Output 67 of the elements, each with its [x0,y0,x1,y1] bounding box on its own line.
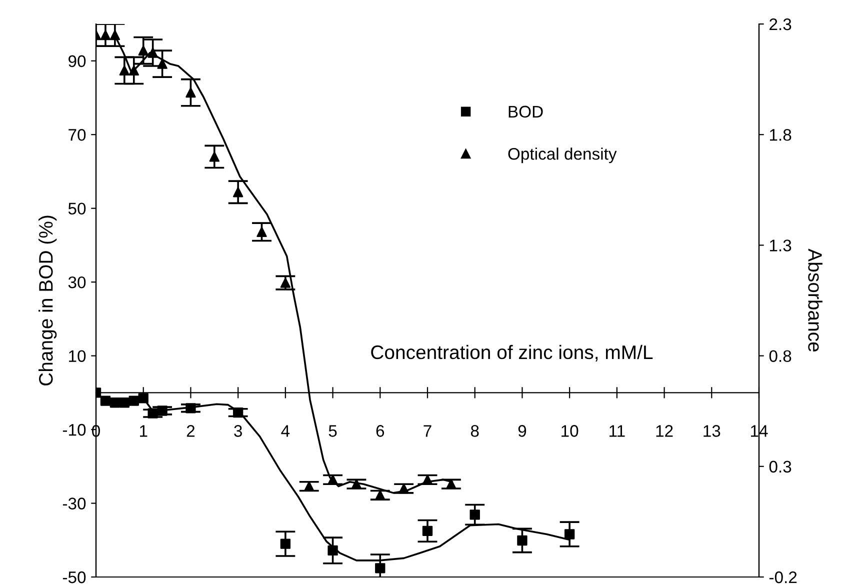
x-tick-label: 7 [424,425,432,437]
y-tick-label: -50 [62,571,86,584]
x-tick-label: 5 [328,425,337,437]
y2-tick-label: 0.3 [769,460,792,473]
point [186,403,196,414]
point [119,65,130,76]
point [398,483,409,494]
point [138,45,148,56]
x-axis-title: Concentration of zinc ions, mM/L [371,344,653,362]
y2-tick-label: 2.3 [770,18,792,30]
point [470,510,480,520]
y2-tick-label: -0.2 [769,571,797,584]
point [375,563,386,574]
x-tick-label: 10 [562,425,578,437]
point [128,396,139,406]
point [232,407,244,418]
point [328,545,338,556]
point [110,398,120,408]
y-tick-label: -10 [62,424,86,436]
point [110,30,120,40]
point [157,406,168,416]
y2-axis-title: Absorbance [808,248,822,352]
x-tick-label: 12 [656,425,673,437]
y2-tick-label: 0.8 [769,350,792,362]
y-axis-title: Change in BOD (%) [38,216,57,386]
x-tick-label: 9 [518,425,526,437]
point [517,535,528,546]
y-tick-label: 10 [69,350,86,362]
y-tick-label: -30 [62,498,86,510]
point [375,490,386,500]
x-tick-label: 3 [234,425,242,437]
x-tick-label: 6 [376,425,384,437]
x-tick-label: 13 [704,425,720,437]
point [128,65,139,76]
point [232,187,244,198]
point [446,479,456,490]
x-tick-label: 4 [281,425,290,437]
y2-tick-label: 1.8 [770,129,792,141]
x-tick-label: 1 [140,425,148,437]
point [422,474,433,485]
y-tick-label: 70 [68,129,86,141]
point [304,481,314,492]
point [256,226,267,238]
point [138,393,148,404]
point [351,479,362,490]
point [157,58,168,69]
point [148,48,158,58]
point [280,538,291,549]
point [564,529,575,540]
point [148,408,158,418]
y-tick-label: 30 [68,276,86,288]
legend-label: Optical density [508,148,617,164]
point [186,87,196,98]
x-tick-label: 11 [610,425,625,437]
y-tick-label: 90 [68,55,86,68]
point [422,526,433,536]
x-tick-label: 2 [186,425,195,437]
point [209,152,220,162]
y2-tick-label: 1.3 [770,240,792,252]
point [328,474,338,485]
y-tick-label: 50 [68,202,86,215]
point [100,396,111,406]
point [100,30,111,40]
point [280,278,291,288]
x-tick-label: 8 [470,425,479,437]
legend-label: BOD [508,106,543,118]
point [119,398,130,408]
